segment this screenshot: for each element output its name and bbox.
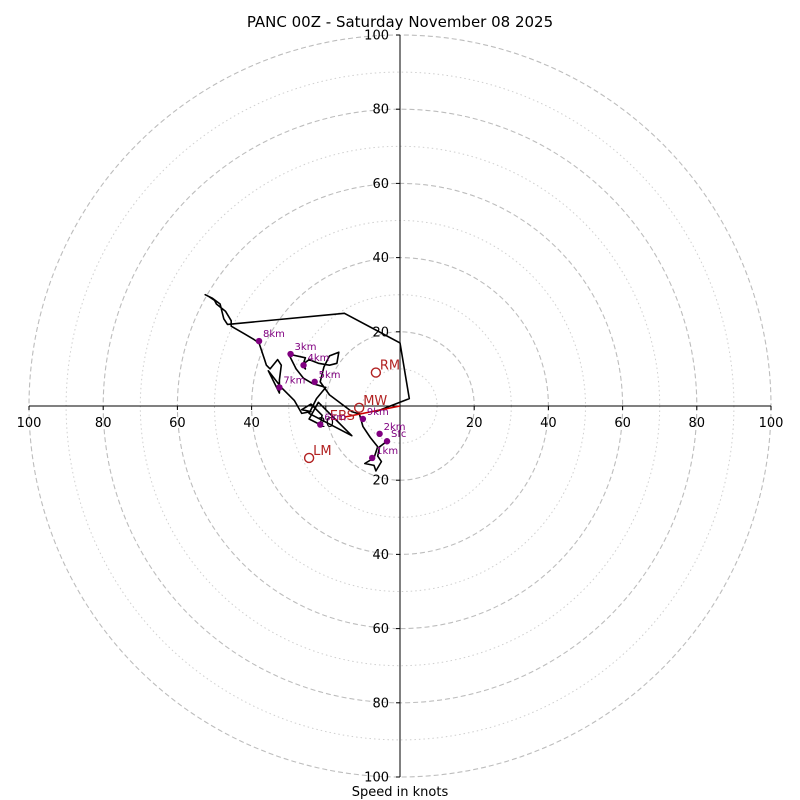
height-marker-label: 1km: [376, 446, 398, 457]
y-tick-label: 80: [372, 103, 389, 118]
height-marker-dot: [376, 430, 383, 438]
height-marker-dot: [317, 421, 324, 428]
shear-vector-group: EBS: [330, 405, 401, 424]
height-marker-label: 3km: [295, 342, 317, 353]
storm-motion-marker: [303, 452, 315, 464]
height-marker-dot: [368, 454, 376, 462]
x-tick-label: 60: [614, 416, 631, 431]
x-axis-label: Speed in knots: [352, 785, 449, 800]
shear-vector-label: EBS: [330, 409, 355, 424]
storm-motion-label: LM: [313, 444, 331, 459]
height-marker-label: Sfc: [391, 429, 406, 440]
y-tick-label: 40: [372, 548, 389, 563]
height-marker-label: 9km: [367, 407, 389, 418]
x-tick-label: 40: [243, 416, 260, 431]
height-marker-dot: [383, 438, 391, 445]
storm-motion-marker: [353, 402, 365, 414]
height-marker-label: 6km: [324, 413, 346, 424]
height-marker-label: 2km: [384, 422, 406, 433]
height-marker-dot: [287, 350, 294, 358]
hodograph-trace: [204, 293, 411, 472]
x-tick-label: 100: [17, 416, 42, 431]
height-marker-label: 7km: [283, 375, 305, 386]
y-tick-label: 60: [372, 622, 389, 637]
height-marker-label: 4km: [308, 353, 330, 364]
x-tick-label: 20: [466, 416, 483, 431]
y-tick-label: 40: [372, 251, 389, 266]
y-tick-label: 100: [364, 771, 389, 786]
height-marker-label: 8km: [263, 329, 285, 340]
x-tick-label: 80: [95, 416, 112, 431]
chart-title: PANC 00Z - Saturday November 08 2025: [247, 13, 553, 31]
hodograph-trace-group: [204, 293, 411, 472]
height-marker-dot: [359, 415, 367, 423]
y-tick-label: 80: [372, 696, 389, 711]
storm-motion-marker: [370, 367, 382, 378]
x-tick-label: 40: [540, 416, 557, 431]
tick-labels: 100 80 60 40 20 20 40 60 80 100100806040202040608…: [17, 29, 784, 786]
height-marker-label: 5km: [319, 370, 341, 381]
y-tick-label: 60: [372, 177, 389, 192]
height-marker-dot: [276, 384, 283, 391]
y-tick-label: 20: [372, 474, 389, 489]
storm-motion-markers: RM LM MW: [303, 359, 400, 464]
height-marker-dot: [311, 378, 318, 386]
storm-motion-label: RM: [380, 359, 400, 374]
x-tick-label: 60: [169, 416, 186, 431]
x-tick-label: 100: [759, 416, 784, 431]
storm-motion-label: MW: [363, 394, 387, 409]
y-tick-label: 100: [364, 29, 389, 44]
shear-vector-line: [344, 405, 401, 418]
height-marker-dot: [300, 361, 307, 369]
height-marker-dot: [255, 337, 263, 345]
x-tick-label: 80: [689, 416, 706, 431]
